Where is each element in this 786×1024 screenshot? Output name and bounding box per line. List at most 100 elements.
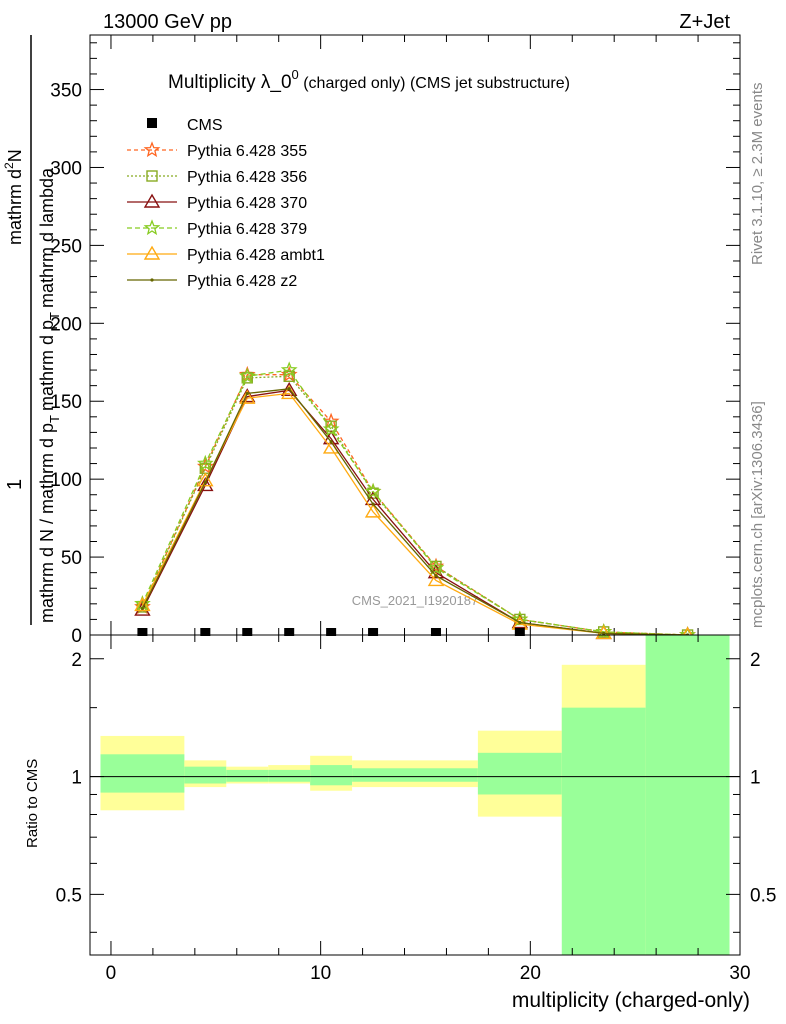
ratio-y-axis: 0.5 0.5 1 1 2 2: [56, 650, 776, 933]
series-point: [197, 477, 214, 492]
y-label-denominator: mathrm d N / mathrm d pTmathrm d pTmathr…: [37, 167, 62, 623]
ratio-band-green: [226, 769, 269, 782]
legend-label: Pythia 6.428 z2: [187, 273, 297, 290]
y-tick-label: 300: [50, 158, 82, 179]
series-point: [322, 420, 340, 437]
series-point: [364, 482, 382, 499]
ratio-tick-label: 1: [71, 768, 82, 789]
x-tick-label: 10: [310, 963, 331, 984]
series-point: [134, 597, 151, 612]
series-point: [427, 559, 445, 576]
series-point: [238, 367, 256, 384]
cms-data-point: [368, 628, 379, 636]
cms-data-point: [200, 628, 211, 636]
legend-label: Pythia 6.428 356: [187, 169, 307, 186]
cms-data-point: [430, 628, 441, 636]
ratio-band-green: [100, 754, 185, 793]
legend-label: Pythia 6.428 379: [187, 221, 307, 238]
y-label-numerator: 1: [4, 479, 26, 490]
series-point: [239, 388, 256, 403]
y-tick-label: 0: [71, 626, 82, 647]
series-point: [239, 389, 256, 404]
series-point: [602, 631, 606, 636]
y-tick-label: 200: [50, 314, 82, 335]
series-point: [245, 391, 249, 396]
series-point: [197, 472, 214, 487]
main-series: [134, 361, 696, 643]
y-tick-label: 250: [50, 236, 82, 257]
rivet-label: Rivet 3.1.10, ≥ 2.3M events: [749, 83, 766, 266]
cms-data-point: [326, 628, 337, 636]
y-tick-label: 150: [50, 392, 82, 413]
ratio-y-label: Ratio to CMS: [24, 759, 41, 848]
ratio-plot-frame: [89, 634, 741, 956]
series-point: [241, 372, 253, 384]
ratio-tick-label: 0.5: [56, 885, 82, 906]
series-point: [371, 502, 375, 506]
ratio-band-green: [477, 752, 562, 795]
legend-label: Pythia 6.428 355: [187, 143, 307, 160]
x-tick-label: 0: [106, 963, 117, 984]
legend-cms-marker: [147, 118, 157, 128]
series-point: [140, 606, 145, 611]
ratio-bands: [90, 635, 740, 955]
legend-marker: [143, 141, 161, 158]
legend-marker: [143, 219, 161, 236]
series-point: [518, 620, 522, 625]
y-tick-label: 50: [61, 548, 82, 569]
ratio-band-green: [645, 635, 730, 955]
series-point: [364, 503, 382, 518]
legend-marker: [143, 193, 161, 208]
y-tick-label: 350: [50, 81, 82, 102]
legend-marker: [150, 278, 154, 282]
process-label: Z+Jet: [679, 11, 730, 33]
main-y-axis: 0 50 100 150 200 250 300 350: [50, 35, 741, 647]
series-line: [141, 392, 688, 636]
watermark: CMS_2021_I1920187: [352, 593, 479, 608]
series-point: [329, 440, 333, 444]
series-point: [203, 480, 207, 484]
x-axis-label: multiplicity (charged-only): [512, 989, 750, 1012]
ratio-band-green: [561, 707, 646, 955]
legend-label: Pythia 6.428 370: [187, 195, 307, 212]
legend-cms-label: CMS: [187, 117, 223, 134]
legend-marker: [143, 245, 161, 260]
ratio-band-green: [184, 766, 227, 784]
cms-data-point: [514, 628, 525, 636]
series-point: [427, 572, 445, 587]
cms-data-point: [137, 628, 148, 636]
x-axis: 0 10 20 30: [106, 635, 751, 984]
cms-data-point: [284, 628, 295, 636]
series-point: [287, 387, 291, 391]
legend-marker: [146, 170, 158, 182]
y-tick-label: 100: [50, 470, 82, 491]
ratio-plot: 0.5 0.5 1 1 2 2 0 10 20 30 Ratio to CMS multipli…: [24, 634, 776, 1012]
mcplots-label: mcplots.cern.ch [arXiv:1306.3436]: [749, 401, 766, 628]
ratio-tick-label-right: 1: [750, 768, 761, 789]
cms-data-point: [242, 628, 253, 636]
ratio-band-green: [310, 765, 353, 786]
series-line: [141, 369, 688, 636]
series-point: [322, 412, 340, 429]
y-label-extra-numerator: mathrm d2N: [2, 149, 25, 245]
ratio-tick-label-right: 0.5: [750, 885, 776, 906]
main-y-axis-label: 1 mathrm d N / mathrm d pTmathrm d pTmat…: [2, 35, 62, 625]
series-line: [141, 388, 688, 636]
ratio-tick-label: 2: [71, 650, 82, 671]
legend-series: Pythia 6.428 355 Pythia 6.428 356 Pythia 6…: [127, 141, 325, 290]
series-point: [280, 361, 298, 378]
ratio-band-green: [352, 768, 478, 782]
series-point: [434, 574, 438, 578]
energy-label: 13000 GeV pp: [103, 11, 232, 33]
ratio-band-green: [268, 769, 311, 782]
ratio-tick-label-right: 2: [750, 650, 761, 671]
x-tick-label: 30: [729, 963, 750, 984]
series-point: [197, 454, 214, 471]
main-title: Multiplicity λ_00 (charged only) (CMS je…: [168, 67, 570, 93]
cms-points: [137, 628, 525, 636]
x-tick-label: 20: [520, 963, 541, 984]
legend-label: Pythia 6.428 ambt1: [187, 247, 325, 264]
